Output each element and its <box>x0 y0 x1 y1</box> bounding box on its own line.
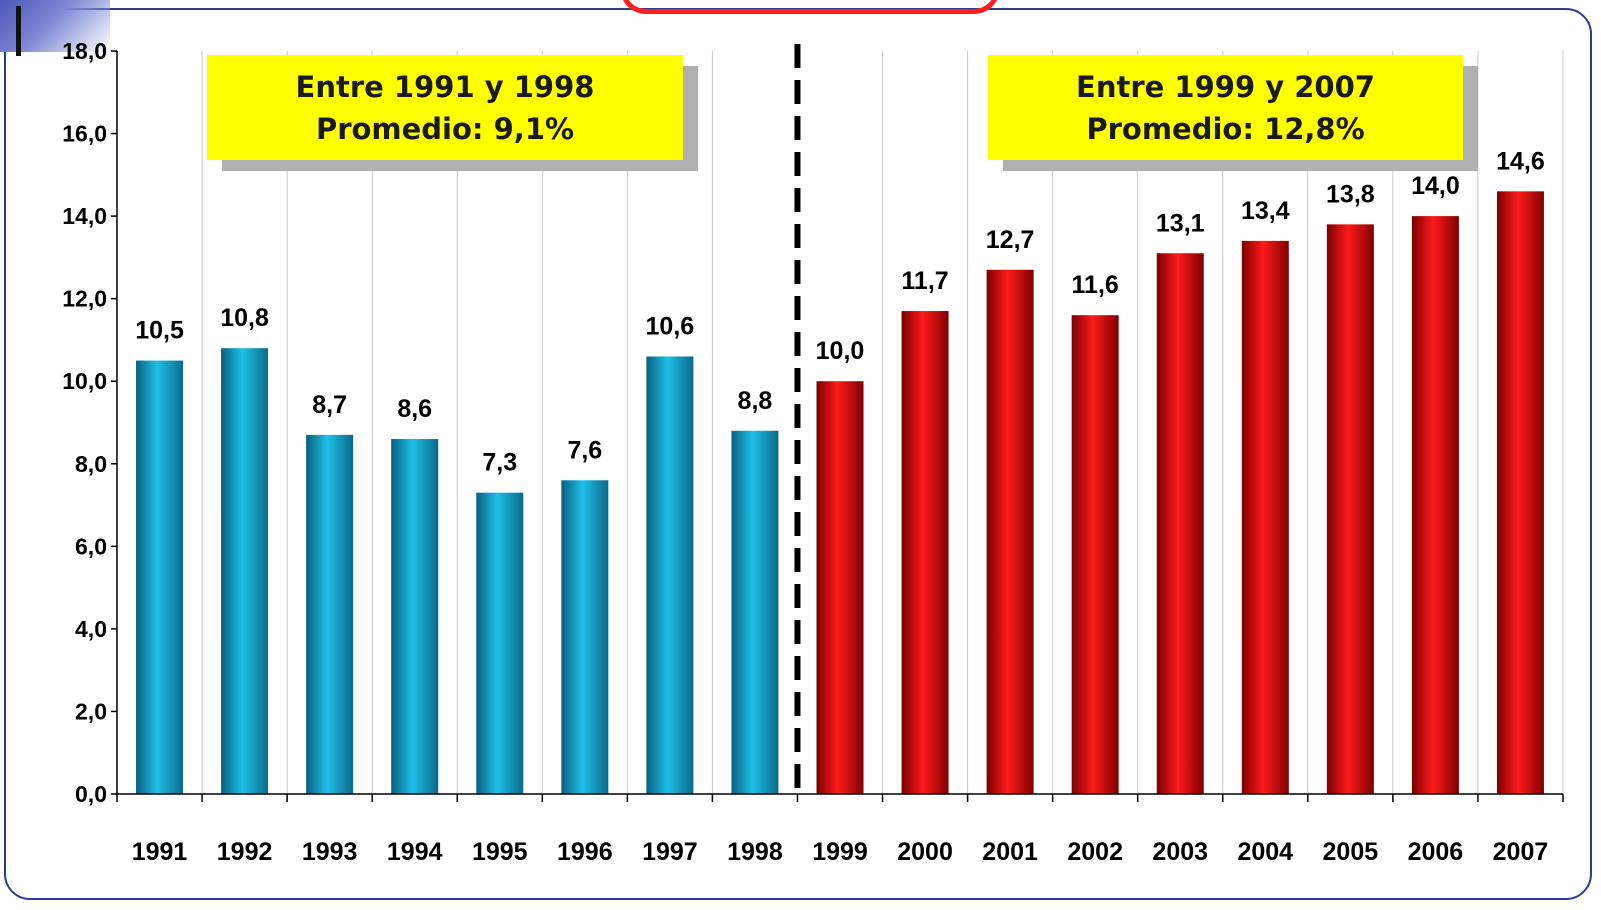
bar-2006 <box>1411 216 1459 795</box>
bar-2005 <box>1326 224 1374 794</box>
value-label-2002: 11,6 <box>1072 271 1119 299</box>
category-label-2002: 2002 <box>1067 838 1123 866</box>
category-label-2004: 2004 <box>1237 838 1293 866</box>
y-tick-label: 2,0 <box>75 698 107 724</box>
bars <box>136 191 1544 795</box>
annotation-line-period: Entre 1991 y 1998 <box>295 69 595 104</box>
category-label-1997: 1997 <box>642 838 698 866</box>
bar-2007 <box>1496 191 1544 794</box>
bar-2004 <box>1241 240 1289 794</box>
category-label-2006: 2006 <box>1408 838 1464 866</box>
bar-1997 <box>646 356 694 794</box>
annotation-box-1991-1998: Entre 1991 y 1998 Promedio: 9,1% <box>207 55 683 160</box>
category-label-2005: 2005 <box>1323 838 1379 866</box>
category-label-2001: 2001 <box>982 838 1038 866</box>
bar-1993 <box>306 434 354 794</box>
y-tick-label: 16,0 <box>62 121 107 147</box>
category-label-1995: 1995 <box>472 838 528 866</box>
bar-1992 <box>221 348 269 794</box>
value-label-2006: 14,0 <box>1411 172 1460 200</box>
bar-2000 <box>901 311 949 794</box>
category-label-2007: 2007 <box>1493 838 1549 866</box>
category-label-1992: 1992 <box>217 838 273 866</box>
category-label-1991: 1991 <box>132 838 188 866</box>
category-label-1993: 1993 <box>302 838 358 866</box>
value-label-1992: 10,8 <box>220 304 269 332</box>
y-tick-label: 18,0 <box>62 38 107 64</box>
value-label-1993: 8,7 <box>312 391 347 419</box>
value-label-2000: 11,7 <box>901 267 948 295</box>
y-tick-label: 4,0 <box>75 616 107 642</box>
value-label-2007: 14,6 <box>1496 147 1545 175</box>
value-label-1998: 8,8 <box>738 387 773 415</box>
value-label-2005: 13,8 <box>1326 180 1375 208</box>
value-label-2004: 13,4 <box>1241 197 1290 225</box>
annotation-line-period: Entre 1999 y 2007 <box>1076 69 1375 104</box>
value-label-1997: 10,6 <box>646 312 695 340</box>
category-label-1994: 1994 <box>387 838 443 866</box>
y-tick-label: 8,0 <box>75 451 107 477</box>
y-tick-label: 12,0 <box>62 286 107 312</box>
bar-1996 <box>561 480 609 794</box>
bar-1998 <box>731 430 779 794</box>
category-label-2000: 2000 <box>897 838 953 866</box>
category-label-1998: 1998 <box>727 838 783 866</box>
axes: 0,0 2,0 4,0 6,0 8,0 10,0 12,0 14,0 16,0 18,0 <box>62 38 1564 807</box>
value-label-1991: 10,5 <box>135 317 184 345</box>
value-label-1999: 10,0 <box>816 337 865 365</box>
y-tick-label: 0,0 <box>75 781 107 807</box>
corner-mark <box>16 6 21 56</box>
value-label-1994: 8,6 <box>397 395 432 423</box>
annotation-line-average: Promedio: 12,8% <box>1086 111 1365 146</box>
annotation-box-1999-2007: Entre 1999 y 2007 Promedio: 12,8% <box>988 55 1463 160</box>
value-label-1995: 7,3 <box>482 449 517 477</box>
y-tick-label: 10,0 <box>62 368 107 394</box>
bar-1999 <box>816 381 864 794</box>
category-label-1999: 1999 <box>812 838 868 866</box>
bar-2003 <box>1156 253 1204 794</box>
bar-1995 <box>476 492 524 794</box>
y-tick-label: 14,0 <box>62 203 107 229</box>
gridlines <box>201 51 1564 794</box>
value-label-1996: 7,6 <box>567 436 602 464</box>
value-label-2001: 12,7 <box>986 226 1035 254</box>
annotation-line-average: Promedio: 9,1% <box>315 111 575 146</box>
bar-1994 <box>391 439 439 794</box>
bar-2001 <box>986 269 1034 794</box>
category-label-1996: 1996 <box>557 838 613 866</box>
bar-2002 <box>1071 315 1119 794</box>
y-tick-label: 6,0 <box>75 533 107 559</box>
bar-1991 <box>136 360 184 794</box>
value-labels: 10,5 1991 10,8 1992 8,7 1993 8,6 1994 7,3 1995 7,6… <box>132 147 1549 866</box>
category-label-2003: 2003 <box>1152 838 1208 866</box>
value-label-2003: 13,1 <box>1156 209 1205 237</box>
